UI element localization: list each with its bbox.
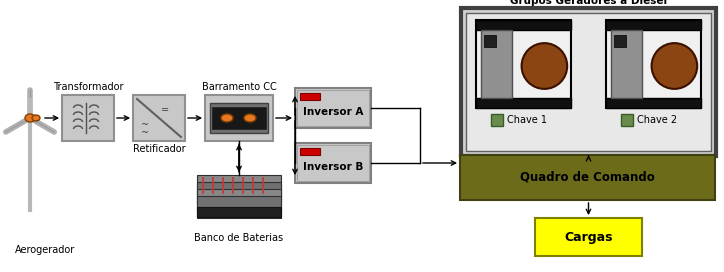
Bar xyxy=(295,88,371,128)
Bar xyxy=(295,143,371,183)
Bar xyxy=(300,148,320,155)
Bar xyxy=(62,95,114,141)
Ellipse shape xyxy=(652,43,697,89)
Bar xyxy=(476,20,571,30)
Text: Chave 1: Chave 1 xyxy=(507,115,547,125)
Bar xyxy=(133,95,185,141)
Text: Retificador: Retificador xyxy=(132,144,185,154)
Bar xyxy=(461,8,716,156)
Bar xyxy=(197,189,281,211)
Text: ~: ~ xyxy=(141,120,149,130)
Bar xyxy=(212,107,266,129)
Text: Aerogerador: Aerogerador xyxy=(15,245,75,255)
Bar xyxy=(197,196,281,218)
Bar xyxy=(535,218,642,256)
Bar xyxy=(491,114,503,126)
Bar xyxy=(210,103,268,133)
Bar xyxy=(197,207,281,217)
Bar xyxy=(476,98,571,108)
Bar xyxy=(481,30,512,98)
Bar xyxy=(611,30,642,98)
Bar xyxy=(476,20,571,108)
Bar xyxy=(197,182,281,204)
Bar xyxy=(300,93,320,100)
Ellipse shape xyxy=(25,114,35,122)
Text: Quadro de Comando: Quadro de Comando xyxy=(520,171,655,184)
Bar xyxy=(621,114,633,126)
Text: Inversor B: Inversor B xyxy=(303,162,363,172)
Bar xyxy=(466,13,711,151)
Bar xyxy=(297,145,369,181)
Ellipse shape xyxy=(221,114,233,122)
Text: Chave 2: Chave 2 xyxy=(637,115,677,125)
Bar xyxy=(197,175,281,197)
Bar xyxy=(297,90,369,126)
Text: Grupos Geradores a Diesel: Grupos Geradores a Diesel xyxy=(510,0,667,6)
Text: Barramento CC: Barramento CC xyxy=(201,82,277,92)
Ellipse shape xyxy=(521,43,567,89)
Text: Banco de Baterias: Banco de Baterias xyxy=(195,233,284,243)
Text: Transformador: Transformador xyxy=(53,82,123,92)
Text: Cargas: Cargas xyxy=(564,230,613,243)
Bar xyxy=(606,98,701,108)
Bar xyxy=(205,95,273,141)
Bar xyxy=(460,155,715,200)
Ellipse shape xyxy=(32,115,40,121)
Bar xyxy=(606,20,701,108)
Ellipse shape xyxy=(244,114,256,122)
Text: ~: ~ xyxy=(141,128,149,138)
Bar xyxy=(606,20,701,30)
Text: Inversor A: Inversor A xyxy=(303,107,363,117)
Text: =: = xyxy=(161,105,169,115)
Bar xyxy=(484,35,496,47)
Bar xyxy=(614,35,626,47)
